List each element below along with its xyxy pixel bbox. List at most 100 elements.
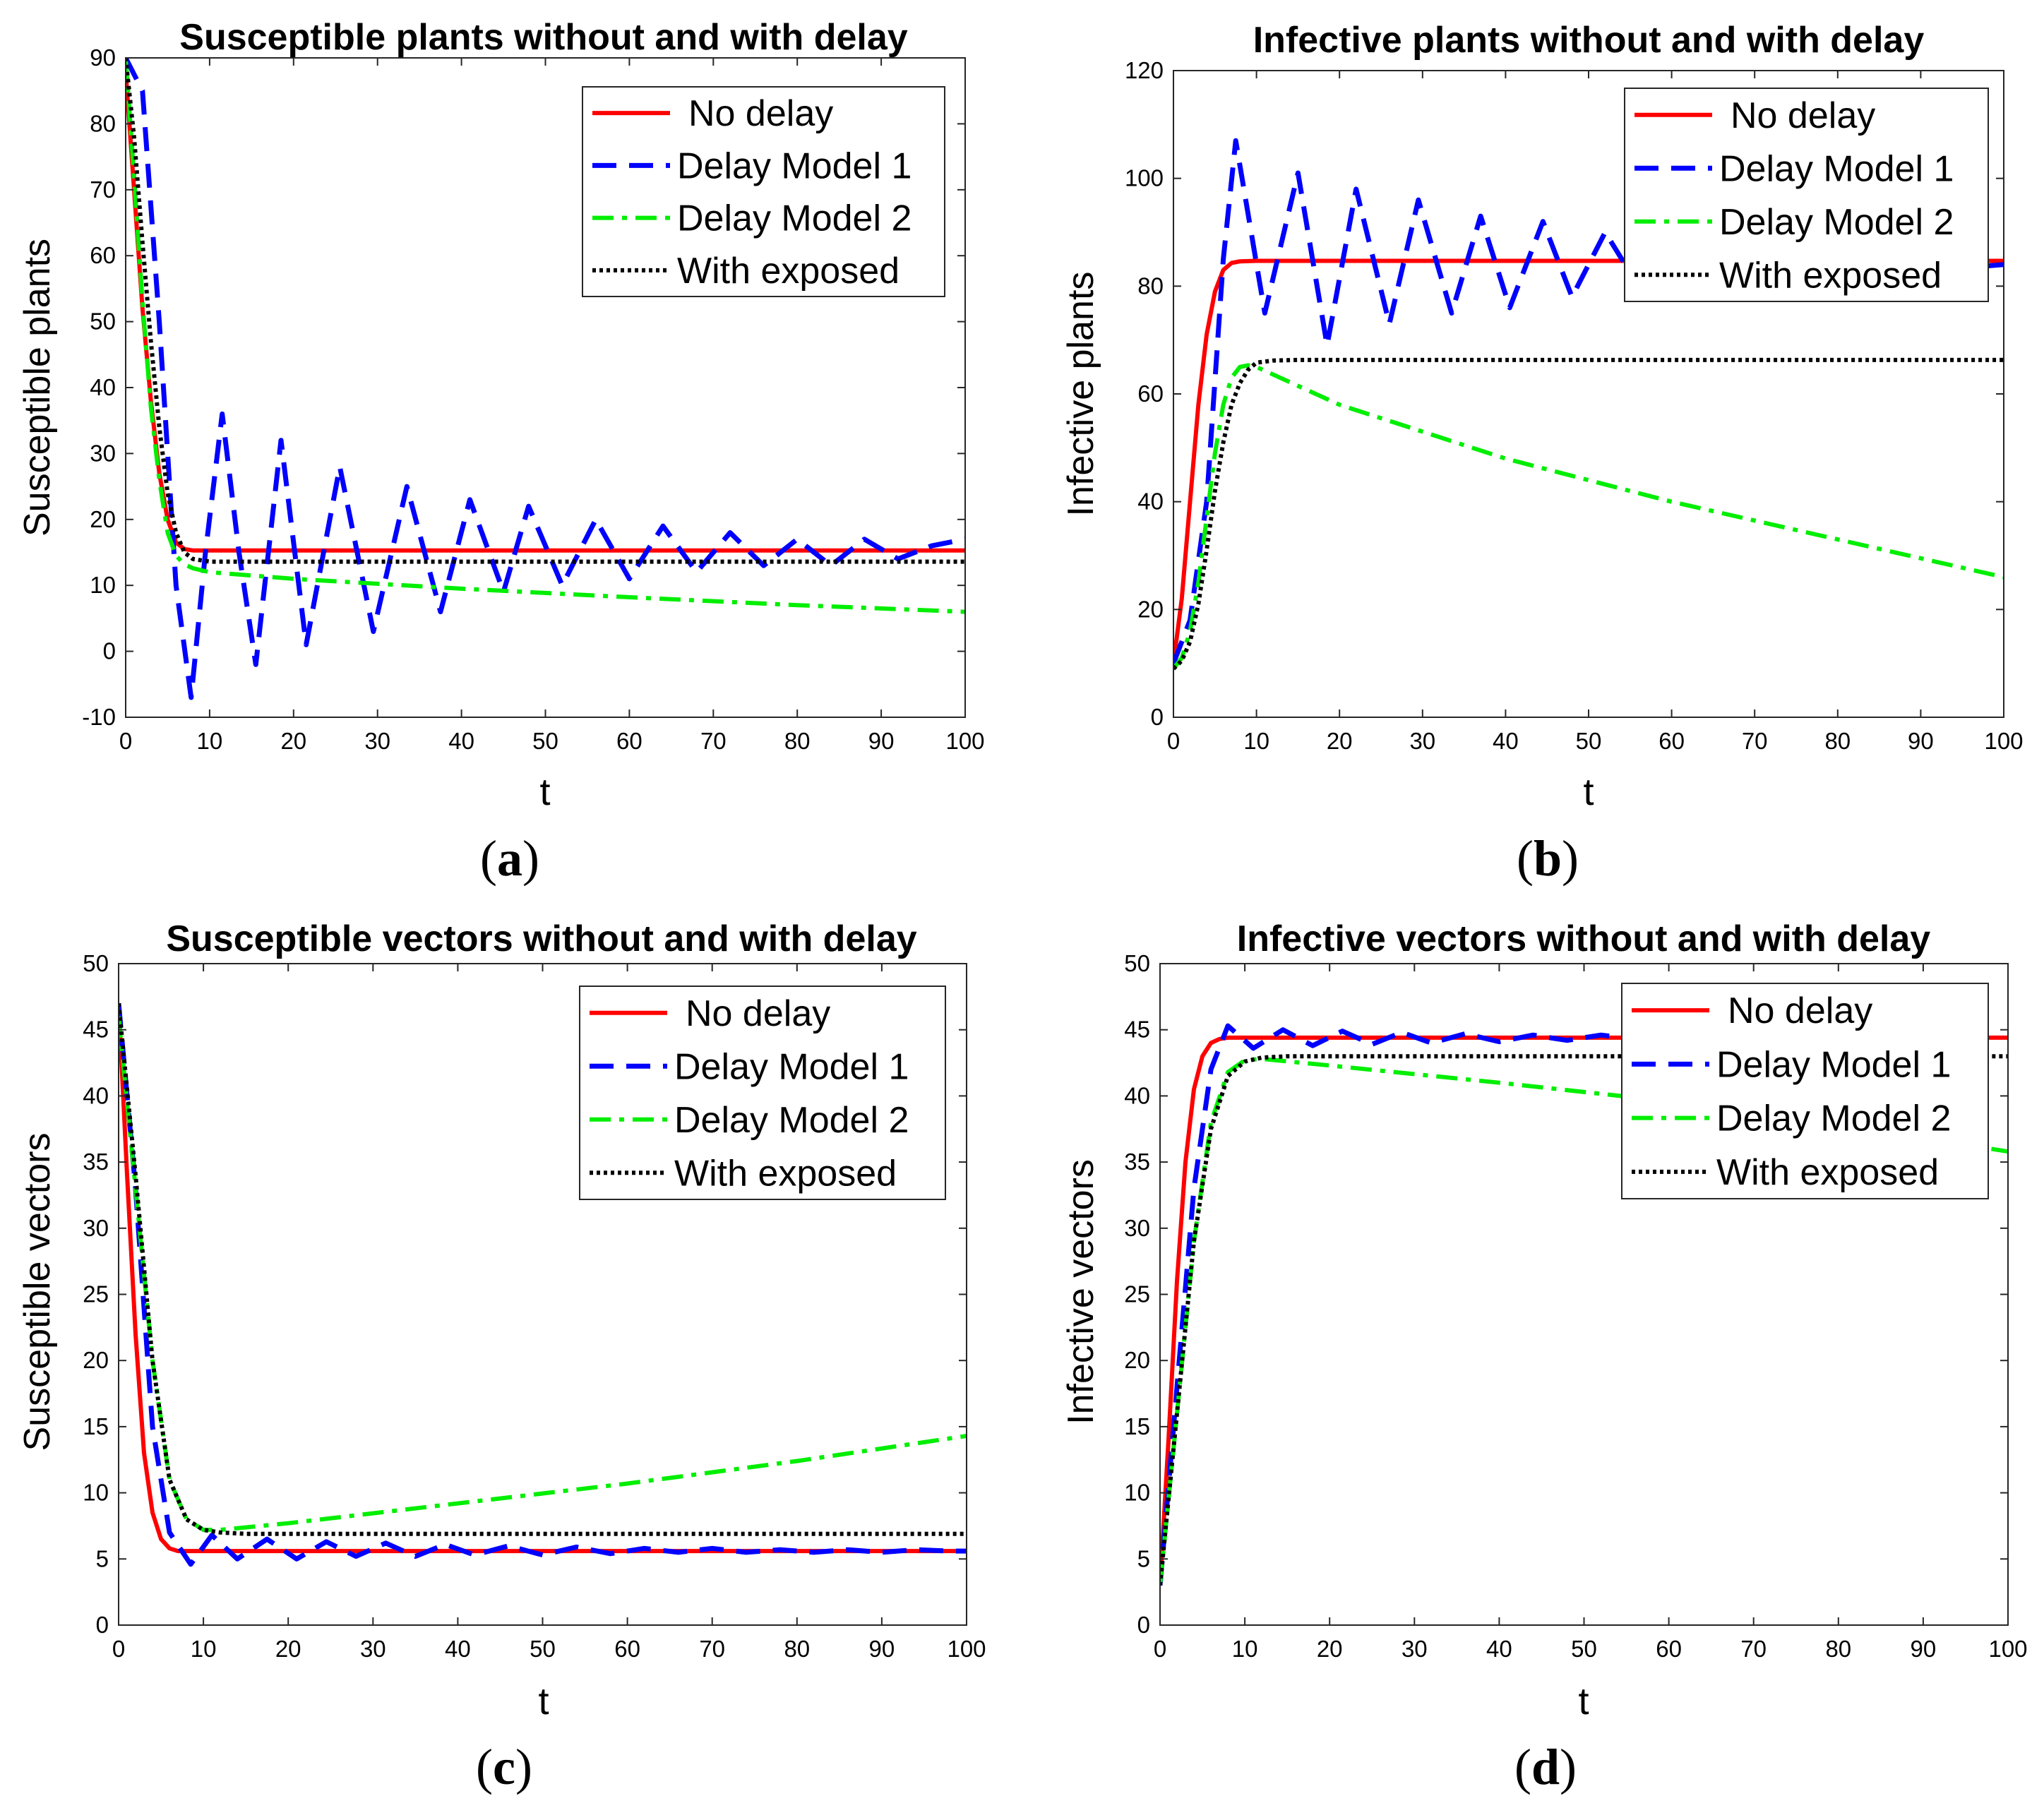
y-tick-label: 90 [90, 44, 116, 71]
legend: No delay Delay Model 1 Delay Model 2 With e… [1621, 983, 1989, 1199]
legend-label: No delay [688, 93, 833, 134]
y-tick-label: 20 [1124, 1347, 1150, 1373]
y-tick-label: 15 [83, 1413, 109, 1439]
legend-box [1621, 983, 1989, 1199]
y-tick-label: 5 [96, 1545, 109, 1571]
y-tick-label: 30 [83, 1215, 109, 1241]
x-tick-label: 50 [1571, 1636, 1597, 1662]
legend: No delay Delay Model 1 Delay Model 2 With e… [579, 986, 946, 1200]
x-tick-label: 90 [1908, 728, 1934, 754]
y-tick-label: 80 [90, 110, 116, 136]
x-tick-label: 60 [614, 1636, 640, 1662]
series-line-with-exposed [1173, 357, 2004, 671]
y-tick-label: 80 [1137, 272, 1164, 299]
x-tick-label: 80 [1824, 728, 1851, 754]
x-tick-label: 80 [1825, 1636, 1851, 1662]
x-tick-label: 0 [119, 728, 132, 754]
series-line-with-exposed [119, 1002, 967, 1536]
y-tick-label: 120 [1125, 57, 1164, 83]
series-line-delay-model-1 [1173, 138, 2004, 664]
x-tick-label: 60 [1656, 1636, 1682, 1662]
legend-label: With exposed [1716, 1152, 1939, 1193]
x-tick-label: 100 [945, 728, 984, 754]
legend: No delay Delay Model 1 Delay Model 2 With e… [582, 86, 945, 297]
series-group [126, 58, 965, 700]
series-line-delay-model-1 [1160, 1023, 1669, 1586]
x-tick-label: 60 [1658, 728, 1685, 754]
y-tick-label: 0 [96, 1612, 109, 1638]
x-tick-label: 100 [947, 1636, 986, 1662]
panel-caption: (b) [1517, 830, 1579, 887]
y-tick-label: 40 [1124, 1082, 1150, 1108]
x-tick-label: 90 [869, 1636, 895, 1662]
x-tick-label: 30 [1409, 728, 1435, 754]
legend-label: No delay [1728, 990, 1872, 1031]
y-tick-label: 35 [83, 1149, 109, 1175]
legend-label: Delay Model 1 [1719, 148, 1954, 189]
y-tick-label: 25 [83, 1281, 109, 1307]
x-tick-label: 50 [532, 728, 558, 754]
panel-a: 0 10 20 30 40 50 60 70 80 90 100-10010203040506070… [17, 17, 985, 887]
legend-box [579, 986, 946, 1200]
x-tick-label: 40 [1493, 728, 1519, 754]
y-tick-label: 0 [103, 638, 116, 664]
x-tick-label: 100 [1984, 728, 2023, 754]
legend-label: Delay Model 2 [1716, 1098, 1951, 1139]
y-tick-label: 0 [1137, 1612, 1150, 1638]
chart-title: Susceptible plants without and with dela… [179, 17, 908, 58]
legend-label: Delay Model 1 [677, 145, 912, 186]
y-tick-label: 40 [83, 1082, 109, 1108]
x-tick-label: 0 [1167, 728, 1180, 754]
panel-caption: (d) [1514, 1739, 1577, 1795]
x-tick-label: 80 [784, 728, 811, 754]
panel-d: 0 10 20 30 40 50 60 70 80 90 100 0 5 10 15 20 25 30 35 40 45… [1060, 918, 2028, 1795]
x-tick-label: 100 [1988, 1636, 2027, 1662]
chart-title: Infective vectors without and with delay [1237, 918, 1930, 959]
y-tick-label: 20 [1137, 596, 1164, 622]
x-tick-label: 40 [445, 1636, 471, 1662]
legend: No delay Delay Model 1 Delay Model 2 With e… [1624, 88, 1989, 302]
x-tick-label: 20 [280, 728, 306, 754]
series-line-delay-model-1 [119, 1002, 967, 1567]
y-tick-label: 35 [1124, 1149, 1150, 1175]
y-axis-label: Infective plants [1060, 272, 1101, 517]
y-tick-label: 50 [90, 309, 116, 335]
series-group [1173, 138, 2004, 671]
y-tick-label: 20 [83, 1347, 109, 1373]
legend-box [582, 86, 945, 297]
y-tick-label: 30 [1124, 1215, 1150, 1241]
y-tick-label: 30 [90, 440, 116, 466]
x-tick-label: 10 [1243, 728, 1269, 754]
series-line-delay-model-1 [126, 58, 965, 700]
y-tick-label: 15 [1124, 1413, 1150, 1439]
x-axis-label: t [539, 771, 550, 813]
legend-label: No delay [686, 993, 830, 1034]
y-tick-label: 20 [90, 506, 116, 532]
x-tick-label: 50 [1576, 728, 1602, 754]
legend-label: Delay Model 2 [1719, 202, 1954, 243]
y-tick-label: 0 [1151, 704, 1164, 730]
legend-label: Delay Model 2 [677, 198, 912, 239]
legend-box [1624, 88, 1989, 302]
y-tick-label: 45 [83, 1017, 109, 1043]
x-tick-label: 60 [616, 728, 643, 754]
y-axis-label: Susceptible plants [17, 239, 58, 537]
series-line-with-exposed [126, 58, 965, 564]
x-tick-label: 20 [1317, 1636, 1343, 1662]
x-tick-label: 30 [364, 728, 390, 754]
x-axis-label: t [1578, 1680, 1589, 1723]
legend-label: Delay Model 1 [674, 1046, 909, 1087]
x-tick-label: 20 [275, 1636, 301, 1662]
legend-label: With exposed [677, 251, 900, 292]
series-line-no-delay [1160, 1035, 2008, 1586]
x-tick-label: 90 [868, 728, 895, 754]
x-tick-label: 70 [700, 728, 727, 754]
x-tick-label: 40 [448, 728, 474, 754]
y-tick-label: 5 [1137, 1545, 1150, 1571]
x-tick-label: 70 [699, 1636, 725, 1662]
y-tick-label: 60 [1137, 381, 1164, 407]
y-tick-label: 10 [1124, 1480, 1150, 1506]
panel-caption: (a) [480, 830, 539, 887]
y-tick-label: 50 [1124, 950, 1150, 976]
